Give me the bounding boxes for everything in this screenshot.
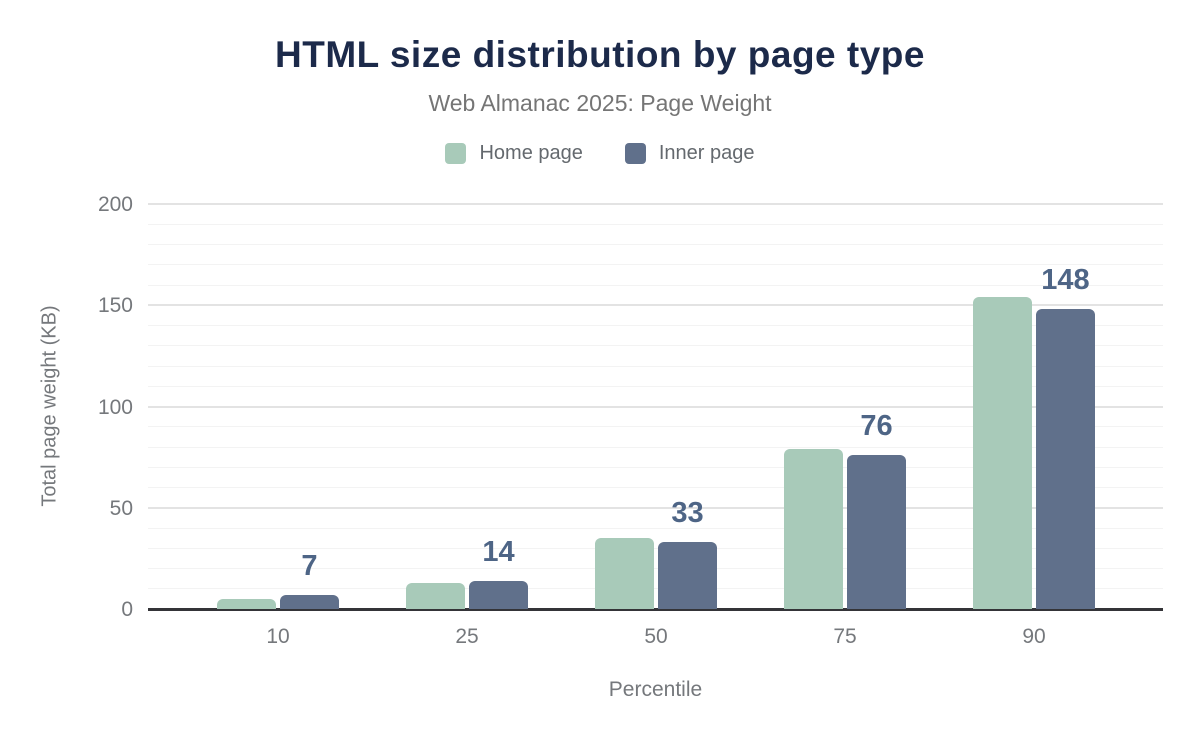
gridline-minor xyxy=(148,466,1163,468)
bar-value-label: 14 xyxy=(482,535,515,568)
legend-label: Home page xyxy=(479,142,583,164)
x-axis-line xyxy=(148,608,1163,611)
gridline-major xyxy=(148,405,1163,408)
x-tick-label: 10 xyxy=(266,625,290,648)
gridline-minor xyxy=(148,244,1163,245)
gridline-minor xyxy=(148,385,1163,387)
bar-inner-page-p25 xyxy=(469,580,528,609)
bar-inner-page-p75 xyxy=(847,455,906,609)
chart-subtitle: Web Almanac 2025: Page Weight xyxy=(428,90,772,116)
legend-swatch-icon xyxy=(624,143,646,164)
bar-home-page-p10 xyxy=(217,598,276,609)
plot-area: 0 50 100 150 200 7 10 14 25 33 50 76 75 148 90 xyxy=(98,194,1163,648)
gridline-minor xyxy=(148,223,1163,225)
gridline-minor xyxy=(148,588,1163,590)
bar-home-page-p90 xyxy=(973,297,1032,609)
gridline-major xyxy=(148,203,1163,205)
x-tick-label: 90 xyxy=(1022,625,1046,648)
gridline-minor xyxy=(148,365,1163,367)
gridline-major xyxy=(148,506,1163,509)
legend-item-home-page: Home page xyxy=(445,142,583,165)
gridline-minor xyxy=(148,547,1163,549)
y-tick-label: 200 xyxy=(97,193,133,216)
legend-label: Inner page xyxy=(658,142,755,164)
gridline-minor xyxy=(148,487,1163,488)
gridline-minor xyxy=(148,426,1163,428)
bar-value-label: 148 xyxy=(1041,264,1090,297)
bar-home-page-p75 xyxy=(784,449,843,609)
bar-home-page-p25 xyxy=(406,582,465,609)
gridline-major xyxy=(148,304,1163,307)
x-axis-title: Percentile xyxy=(608,678,703,701)
x-tick-label: 50 xyxy=(644,625,668,648)
y-tick-label: 0 xyxy=(121,598,133,621)
legend: Home page Inner page xyxy=(0,142,1200,165)
legend-swatch-icon xyxy=(445,143,467,164)
bar-inner-page-p50 xyxy=(658,542,717,609)
bar-value-label: 7 xyxy=(301,549,318,582)
bar-inner-page-p90 xyxy=(1036,309,1095,609)
y-tick-label: 150 xyxy=(97,294,133,318)
gridline-minor xyxy=(148,325,1163,326)
gridline-minor xyxy=(148,264,1163,266)
gridline-minor xyxy=(148,284,1163,286)
bar-inner-page-p10 xyxy=(280,594,339,609)
legend-item-inner-page: Inner page xyxy=(624,142,755,165)
gridline-minor xyxy=(148,568,1163,569)
y-tick-label: 50 xyxy=(109,496,133,520)
gridline-minor xyxy=(148,527,1163,529)
bar-value-label: 33 xyxy=(671,497,704,530)
x-tick-label: 25 xyxy=(455,625,479,648)
y-tick-label: 100 xyxy=(97,395,133,419)
bar-home-page-p50 xyxy=(595,538,654,609)
bar-value-label: 76 xyxy=(860,410,893,443)
x-tick-label: 75 xyxy=(833,625,857,648)
gridline-minor xyxy=(148,446,1163,448)
y-axis-title: Total page weight (KB) xyxy=(38,305,61,507)
gridline-minor xyxy=(148,345,1163,347)
chart-title: HTML size distribution by page type xyxy=(275,34,925,75)
